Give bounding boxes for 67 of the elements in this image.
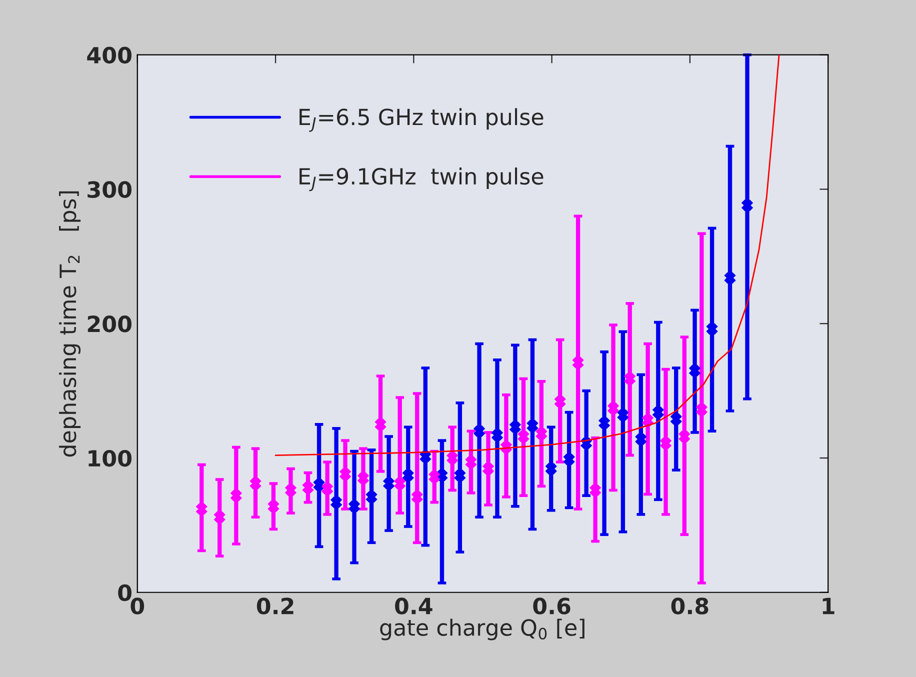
point (358, 472, 369, 484)
x-axis-title: gate charge Q$_{0}$ [e] (380, 618, 584, 640)
y-tick-label: 400 (87, 46, 132, 64)
point (608, 402, 619, 414)
point (510, 422, 521, 433)
point (617, 409, 628, 421)
point (742, 200, 753, 211)
point (696, 404, 708, 416)
point (322, 483, 333, 494)
point (572, 357, 584, 368)
point (394, 478, 406, 490)
point (492, 430, 503, 441)
point (340, 468, 351, 480)
x-tick-label: 0.2 (256, 598, 294, 614)
y-tick-label: 0 (118, 584, 132, 602)
point (196, 504, 208, 515)
point (635, 434, 646, 445)
point (546, 463, 557, 474)
point (474, 426, 485, 437)
point (214, 512, 226, 523)
point (465, 456, 477, 468)
point (313, 479, 325, 490)
point (670, 413, 682, 425)
point (706, 323, 718, 335)
y-tick-label: 100 (88, 450, 132, 467)
legend-label: E$_{J}$=6.5 GHz twin pulse (300, 108, 544, 132)
point (285, 484, 296, 496)
point (420, 451, 431, 462)
point (624, 373, 636, 384)
y-tick-label: 200 (88, 316, 132, 332)
x-tick-label: 0 (130, 598, 144, 614)
x-tick-label: 0.8 (671, 598, 708, 614)
point (536, 428, 547, 440)
point (689, 365, 700, 376)
point (564, 454, 575, 465)
point (652, 406, 664, 418)
point (412, 491, 423, 503)
point (374, 418, 386, 430)
point (482, 463, 494, 474)
point (302, 482, 314, 494)
point (230, 490, 242, 502)
point (250, 478, 262, 490)
point (660, 438, 672, 449)
point (268, 500, 280, 512)
point (330, 496, 342, 508)
x-tick-label: 0.6 (533, 598, 570, 614)
point (518, 430, 530, 442)
legend-label: E$_{J}$=9.1GHz twin pulse (300, 168, 544, 192)
x-tick-label: 1 (822, 598, 834, 614)
x-tick-label: 0.4 (395, 598, 432, 614)
point (598, 417, 610, 429)
point (526, 420, 538, 432)
point (454, 470, 466, 482)
point (590, 484, 601, 496)
text: dephasing time T$_{2}$ [ps] (59, 191, 81, 457)
point (428, 471, 440, 482)
point (402, 470, 414, 482)
line-series (274, 54, 780, 456)
point (554, 396, 566, 408)
point (642, 414, 654, 426)
point (446, 452, 458, 464)
point (348, 500, 360, 512)
point (366, 491, 378, 503)
point (724, 272, 736, 284)
point (383, 478, 394, 490)
y-tick-label: 300 (88, 181, 132, 198)
point (678, 430, 690, 442)
